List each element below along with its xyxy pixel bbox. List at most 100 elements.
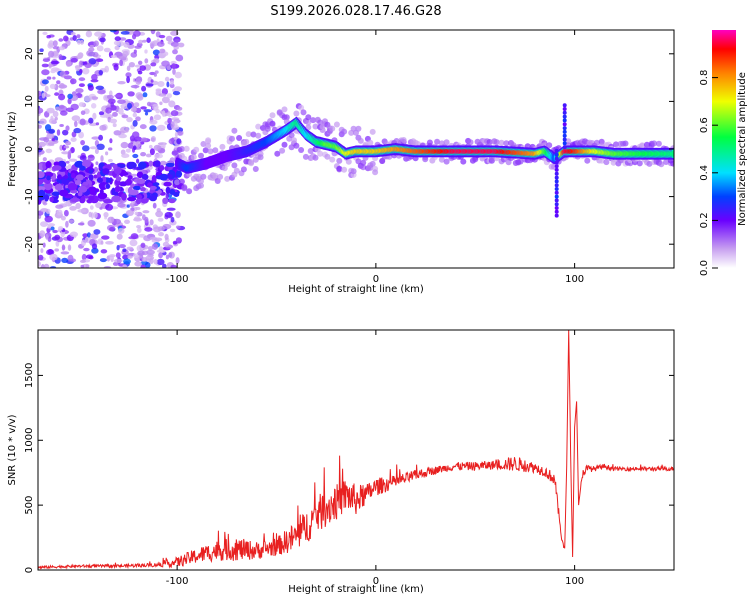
spectrogram-halo — [610, 159, 617, 166]
spectrogram-noise-band — [149, 185, 157, 190]
spectrogram-noise-blob — [170, 30, 179, 36]
spectrogram-noise-blob — [174, 131, 178, 138]
spectrogram-noise-blob — [134, 261, 142, 267]
spectrogram-noise-blob — [162, 263, 167, 268]
spectrogram-spike-cell — [562, 114, 567, 119]
spectrogram-noise-blob — [80, 264, 85, 268]
spectrogram-halo — [190, 154, 197, 161]
spectrogram-noise-band — [43, 182, 53, 191]
spectrogram-noise-blob — [169, 157, 175, 164]
snr-y-axis-label: SNR (10 * v/v) — [7, 414, 18, 485]
spectrogram-noise-blob — [100, 240, 104, 245]
spectrogram-noise-blob — [93, 211, 98, 219]
spectrogram-noise-blob — [140, 137, 148, 142]
spectrogram-halo — [493, 139, 500, 146]
spectrogram-noise-blob — [56, 209, 63, 216]
spectrogram-halo — [243, 138, 250, 145]
spectrogram-noise-blob — [62, 35, 69, 42]
spectrogram-noise-band — [89, 188, 96, 195]
spectrogram-halo — [460, 158, 467, 165]
spectrogram-noise-blob — [144, 227, 153, 232]
spectrogram-noise-blob — [85, 254, 94, 259]
spectrogram-spike-cell — [554, 213, 559, 218]
spectrogram-noise-band — [127, 161, 137, 169]
spectrogram-noise-blob — [42, 242, 46, 248]
spectrogram-noise-blob — [63, 75, 72, 80]
snr-series-line — [38, 330, 674, 570]
spectrogram-noise-blob — [155, 88, 162, 92]
spectrogram-noise-blob — [87, 219, 96, 227]
spectrogram-noise-blob — [124, 219, 130, 224]
spectrogram-noise-blob — [101, 235, 110, 240]
spectrogram-noise-blob — [135, 140, 141, 148]
spectrogram-noise-blob — [149, 257, 154, 265]
spectrogram-noise-blob — [121, 153, 130, 158]
spectrogram-noise-blob — [79, 68, 83, 74]
spectrogram-noise-band — [165, 162, 175, 167]
spectrogram-halo — [467, 139, 474, 146]
spectrogram-noise-blob — [153, 114, 162, 121]
spectrogram-halo — [310, 117, 317, 124]
spectrogram-noise-band — [49, 196, 54, 203]
spectrogram-noise-band — [53, 161, 60, 167]
spectrogram-noise-band — [140, 187, 146, 192]
spectrogram-noise-blob — [50, 226, 55, 231]
spectrogram-noise-band — [133, 185, 141, 191]
spectrogram-noise-blob — [121, 114, 129, 119]
spectrogram-halo — [195, 173, 202, 180]
spectrogram-noise-blob — [65, 107, 74, 113]
spectrogram-noise-band — [159, 165, 165, 171]
spectrogram-noise-blob — [41, 79, 49, 85]
spectrogram-halo — [205, 142, 212, 149]
spectrogram-noise-blob — [140, 242, 146, 248]
spectrogram-noise-blob — [89, 233, 99, 240]
spectrogram-noise-blob — [170, 121, 175, 128]
spectrogram-noise-blob — [63, 145, 70, 149]
spectrogram-noise-blob — [147, 246, 153, 251]
spectrogram-noise-blob — [54, 248, 59, 252]
spectrogram-halo — [219, 143, 226, 150]
spectrogram-noise-blob — [115, 252, 121, 259]
spectrogram-noise-blob — [126, 117, 133, 123]
spectrogram-noise-blob — [135, 78, 142, 85]
spectrogram-noise-blob — [82, 67, 90, 75]
spectrogram-noise-blob — [153, 73, 157, 77]
spectrogram-halo — [400, 137, 407, 143]
spectrogram-noise-blob — [107, 216, 115, 224]
spectrogram-noise-blob — [114, 45, 120, 51]
spectrogram-noise-blob — [157, 226, 165, 232]
spectrogram-noise-blob — [78, 60, 83, 68]
spectrogram-noise-blob — [82, 263, 90, 268]
spectrogram-noise-blob — [149, 148, 155, 156]
snr-y-tick-label: 1500 — [24, 363, 35, 388]
snr-frame — [37, 329, 675, 571]
spectrogram-noise-blob — [150, 62, 157, 67]
spectrogram-noise-blob — [170, 216, 175, 223]
spectrogram-spike-cell — [554, 194, 559, 199]
spectrogram-noise-band — [101, 176, 107, 184]
spectrogram-spike-cell — [554, 171, 559, 176]
spectrogram-noise-blob — [70, 57, 78, 63]
spectrogram-noise-band — [105, 183, 110, 189]
spectrogram-noise-blob — [126, 65, 131, 72]
spectrogram-noise-blob — [135, 206, 141, 211]
spectrogram-noise-band — [163, 181, 172, 187]
spectrogram-noise-blob — [45, 124, 52, 132]
spectrogram-noise-blob — [87, 154, 95, 162]
spectrogram-halo — [257, 154, 264, 161]
spectrogram-noise-blob — [70, 78, 77, 85]
spectrogram-noise-blob — [76, 34, 81, 39]
spectrogram-noise-blob — [88, 211, 93, 218]
spectrogram-noise-blob — [146, 249, 155, 255]
spectrogram-noise-blob — [85, 30, 93, 38]
spectrogram-noise-band — [38, 186, 46, 191]
spectrogram-x-tick-label: 100 — [565, 274, 584, 285]
spectrogram-halo — [443, 158, 450, 165]
spectrogram-noise-blob — [170, 60, 177, 65]
spectrogram-halo — [207, 148, 214, 155]
spectrogram-noise-blob — [161, 60, 170, 67]
spectrogram-noise-band — [80, 196, 86, 204]
spectrogram-noise-blob — [46, 107, 55, 114]
spectrogram-halo — [233, 167, 240, 174]
